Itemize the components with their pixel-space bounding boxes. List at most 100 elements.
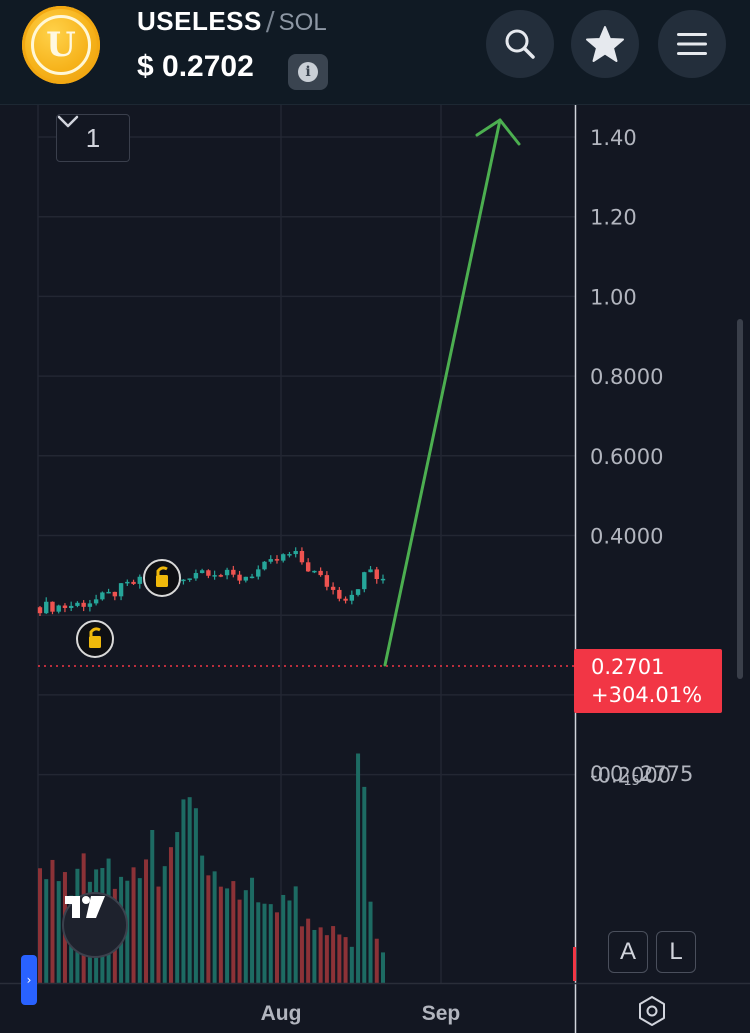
candle (218, 573, 224, 578)
lock-marker-icon[interactable] (76, 620, 114, 658)
panel-toggle[interactable]: › (21, 955, 37, 1005)
candle (299, 547, 305, 565)
volume-bar (181, 799, 186, 983)
volume-bar (218, 886, 223, 983)
candle (368, 566, 373, 573)
volume-bar (250, 877, 255, 983)
candle (274, 555, 280, 564)
candle (224, 567, 230, 580)
price-tick: 1.40 (590, 126, 637, 150)
price-chart[interactable]: 1.601.401.201.000.80000.60000.4000-0.200… (0, 105, 750, 1033)
candle (75, 601, 80, 608)
price-tick: 1.20 (590, 206, 637, 230)
candle (362, 571, 367, 593)
hexagon-settings-icon[interactable] (639, 996, 665, 1026)
tradingview-logo-icon (65, 896, 105, 918)
volume-bar (38, 868, 42, 983)
hamburger-menu-icon (677, 33, 707, 55)
chart-canvas[interactable]: 1.601.401.201.000.80000.60000.4000-0.200… (0, 105, 750, 1033)
volume-bar (206, 875, 211, 983)
interval-dropdown[interactable]: 1 (56, 114, 130, 162)
candle (249, 573, 255, 579)
volume-bar (343, 937, 348, 983)
log-scale-button[interactable]: L (656, 931, 696, 973)
info-icon: i (298, 62, 318, 82)
candle (305, 558, 311, 572)
candle (93, 594, 99, 606)
candle (380, 574, 386, 584)
volume-bar (137, 878, 142, 983)
candle (81, 600, 86, 612)
candle (349, 590, 355, 605)
candlestick-series (37, 547, 386, 616)
price-axis-marker (573, 947, 576, 981)
candle (199, 568, 205, 574)
change-percent: +304.01% (591, 683, 703, 707)
volume-bar (299, 926, 304, 983)
volume-bar (287, 900, 292, 983)
chevron-right-icon: › (26, 973, 32, 987)
chart-grid (37, 105, 575, 983)
volume-bar (187, 797, 192, 983)
volume-bar (175, 832, 180, 983)
candle (237, 570, 242, 585)
volume-bar (44, 879, 49, 983)
volume-bar (268, 904, 273, 983)
volume-bar (324, 935, 329, 983)
search-icon (505, 29, 535, 59)
volume-bar (156, 886, 161, 983)
base-symbol: USELESS (137, 6, 262, 36)
coin-logo: U (22, 6, 100, 84)
volume-bar (237, 899, 242, 983)
menu-button[interactable] (658, 10, 726, 78)
tradingview-logo[interactable] (62, 892, 128, 958)
price-tick: -0.2000 (590, 764, 671, 788)
volume-bar (212, 871, 217, 983)
price-tick: 0.4000 (590, 525, 663, 549)
candle (131, 579, 136, 585)
candle (312, 570, 317, 574)
candle (293, 547, 298, 558)
lock-marker-icon[interactable] (143, 559, 181, 597)
candle (56, 604, 61, 614)
auto-scale-button[interactable]: A (608, 931, 648, 973)
candle (374, 566, 379, 584)
candle (287, 551, 292, 558)
volume-bar (193, 808, 198, 983)
volume-bar (337, 934, 342, 983)
candle (206, 569, 211, 579)
favorite-button[interactable] (571, 10, 639, 78)
price-tick-small: 0.0152775 (590, 762, 693, 789)
candle (231, 565, 236, 578)
volume-bar (144, 859, 149, 983)
volume-bar (262, 903, 267, 983)
volume-bar (318, 927, 323, 983)
candle (50, 601, 55, 615)
candle (355, 589, 361, 597)
volume-bar (256, 902, 261, 983)
volume-bar (349, 946, 354, 983)
star-icon (586, 26, 624, 62)
volume-bar (381, 952, 385, 983)
candle (112, 591, 118, 601)
candle (262, 561, 267, 571)
price-tick: 0.6000 (590, 445, 663, 469)
info-button[interactable]: i (288, 54, 328, 90)
interval-value: 1 (85, 122, 101, 153)
arrow-annotation (383, 118, 521, 667)
volume-bar (374, 938, 379, 983)
search-button[interactable] (486, 10, 554, 78)
candle (343, 596, 348, 604)
candle (243, 576, 248, 583)
volume-bar (368, 901, 373, 983)
scrollbar[interactable] (737, 319, 743, 679)
volume-bar (293, 886, 298, 983)
candle (62, 603, 68, 613)
candle (256, 565, 261, 580)
candle (318, 567, 323, 577)
volume-bar (131, 867, 136, 983)
price-axis[interactable]: 1.601.401.201.000.80000.60000.4000-0.200… (590, 105, 671, 788)
candle (193, 569, 199, 581)
volume-bar (125, 880, 130, 983)
time-tick-aug: Aug (261, 1002, 302, 1025)
